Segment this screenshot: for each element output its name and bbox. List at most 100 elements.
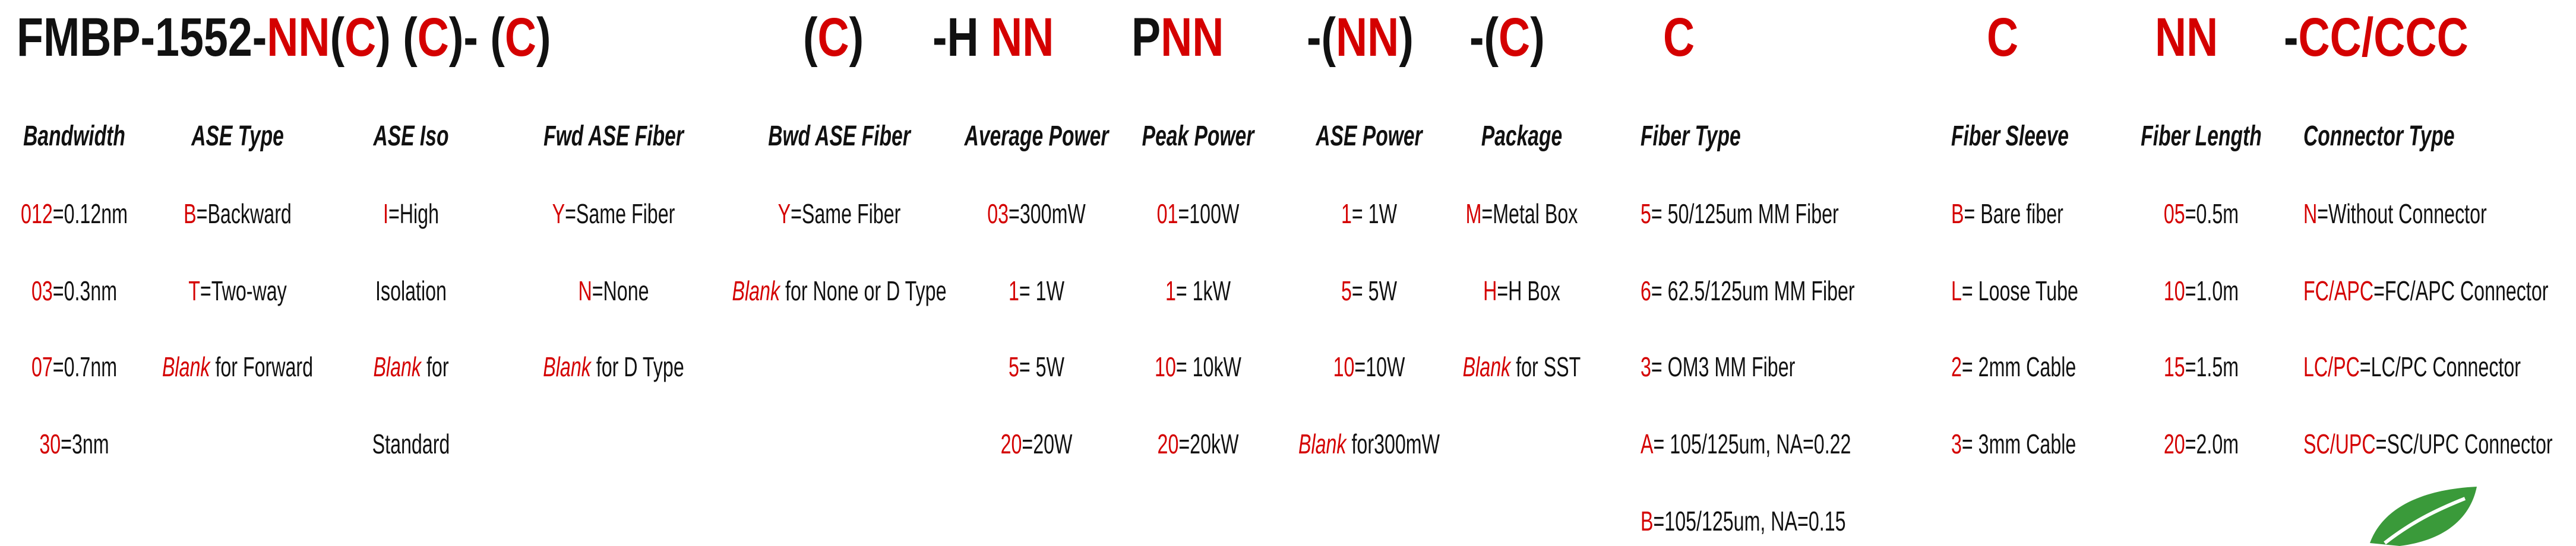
option-entry: 07=0.7nm <box>31 349 117 385</box>
format-segment: C <box>1663 5 1695 70</box>
option-entry: T=Two-way <box>188 273 287 309</box>
option-entry: 01=100W <box>1157 196 1240 231</box>
option-entry: Blank for300mW <box>1298 426 1440 462</box>
option-description: = Bare fiber <box>1964 198 2063 229</box>
variable-placeholder: NN <box>2155 7 2218 68</box>
option-code: 1 <box>1009 275 1019 306</box>
option-description: =105/125um, NA=0.15 <box>1653 506 1846 537</box>
option-description: Isolation <box>375 275 447 306</box>
option-description: =Without Connector <box>2317 198 2487 229</box>
column-header: Peak Power <box>1142 120 1254 152</box>
format-segment: C <box>1987 5 2018 70</box>
fixed-text: ( <box>330 7 345 68</box>
option-code: FC/APC <box>2303 275 2374 306</box>
format-segment: NN <box>2155 5 2218 70</box>
option-code: N <box>578 275 592 306</box>
variable-placeholder: C <box>817 7 849 68</box>
option-description: =Backward <box>196 198 292 229</box>
fixed-text: ) <box>849 7 864 68</box>
option-description: =LC/PC Connector <box>2359 351 2521 382</box>
option-description: =3nm <box>61 428 109 459</box>
option-entry: 20=20W <box>1001 426 1073 462</box>
option-description: =0.3nm <box>52 275 118 306</box>
format-segment: PNN <box>1131 5 1224 70</box>
column-header: Fiber Length <box>2141 120 2262 152</box>
column-header: Average Power <box>964 120 1109 152</box>
option-code: Blank <box>162 351 210 382</box>
option-code: Blank <box>373 351 422 382</box>
variable-placeholder: C <box>417 7 449 68</box>
option-description: =H Box <box>1497 275 1560 306</box>
column-header: Package <box>1481 120 1563 152</box>
option-entry: M=Metal Box <box>1466 196 1578 231</box>
option-description: =1.5m <box>2185 351 2239 382</box>
option-entry: 1= 1W <box>1341 196 1397 231</box>
option-entry: 5= 5W <box>1009 349 1064 385</box>
fixed-text: -( <box>1307 7 1336 68</box>
option-code: 05 <box>2163 198 2185 229</box>
option-description: = 3mm Cable <box>1961 428 2076 459</box>
format-segment: -CC/CCC <box>2284 5 2468 70</box>
leaf-logo-icon <box>2370 487 2477 546</box>
option-code: Blank <box>1298 428 1347 459</box>
variable-placeholder: C <box>1987 7 2019 68</box>
option-description: =300mW <box>1009 198 1086 229</box>
option-description: Standard <box>372 428 450 459</box>
column-header: Bandwidth <box>23 120 125 152</box>
option-code: 07 <box>31 351 53 382</box>
option-description: = 1kW <box>1175 275 1231 306</box>
option-code: 012 <box>21 198 53 229</box>
option-description: =2.0m <box>2185 428 2239 459</box>
option-entry: Blank for D Type <box>543 349 684 385</box>
column-header: Bwd ASE Fiber <box>768 120 911 152</box>
option-description: = Loose Tube <box>1961 275 2078 306</box>
option-code: 10 <box>2163 275 2185 306</box>
option-code: SC/UPC <box>2303 428 2376 459</box>
fixed-text: ) ( <box>376 7 418 68</box>
column-header: Fiber Type <box>1641 120 1741 152</box>
option-code: 1 <box>1341 198 1352 229</box>
option-entry: Y=Same Fiber <box>778 196 901 231</box>
option-code: 5 <box>1641 198 1651 229</box>
option-entry: 30=3nm <box>39 426 109 462</box>
option-description: = 5W <box>1019 351 1064 382</box>
format-segment: FMBP-1552-NN(C) (C)- (C) <box>17 5 551 70</box>
option-entry: Standard <box>372 426 450 462</box>
option-code: 10 <box>1333 351 1355 382</box>
option-description: =0.7nm <box>52 351 118 382</box>
variable-placeholder: NN <box>1161 7 1224 68</box>
option-code: 6 <box>1641 275 1651 306</box>
column-header: Fiber Sleeve <box>1951 120 2069 152</box>
option-code: Blank <box>732 275 780 306</box>
option-entry: 05=0.5m <box>2164 196 2239 231</box>
option-description: for Forward <box>210 351 314 382</box>
option-code: 5 <box>1009 351 1019 382</box>
variable-placeholder: NN <box>1336 7 1399 68</box>
option-code: 1 <box>1165 275 1176 306</box>
option-entry: FC/APC=FC/APC Connector <box>2303 273 2548 309</box>
column-header: ASE Type <box>191 120 284 152</box>
option-code: T <box>188 275 200 306</box>
option-entry: Y=Same Fiber <box>552 196 675 231</box>
variable-placeholder: NN <box>991 7 1054 68</box>
fixed-text: ) <box>536 7 551 68</box>
option-entry: 15=1.5m <box>2164 349 2239 385</box>
option-description: =20W <box>1022 428 1073 459</box>
option-entry: 20=2.0m <box>2164 426 2239 462</box>
format-segment: -(C) <box>1469 5 1545 70</box>
option-description: = 5W <box>1351 275 1397 306</box>
option-entry: I=High <box>383 196 439 231</box>
option-code: Y <box>552 198 565 229</box>
option-entry: A= 105/125um, NA=0.22 <box>1641 426 1851 462</box>
option-entry: N=None <box>578 273 649 309</box>
fixed-text: P <box>1131 7 1161 68</box>
option-description: for300mW <box>1346 428 1440 459</box>
option-description: =None <box>592 275 649 306</box>
option-entry: Blank for <box>373 349 448 385</box>
option-entry: 20=20kW <box>1158 426 1239 462</box>
option-entry: B=105/125um, NA=0.15 <box>1641 503 1846 539</box>
option-entry: 10=10W <box>1333 349 1405 385</box>
option-code: 03 <box>31 275 53 306</box>
option-entry: B= Bare fiber <box>1951 196 2063 231</box>
option-entry: Blank for None or D Type <box>732 273 947 309</box>
